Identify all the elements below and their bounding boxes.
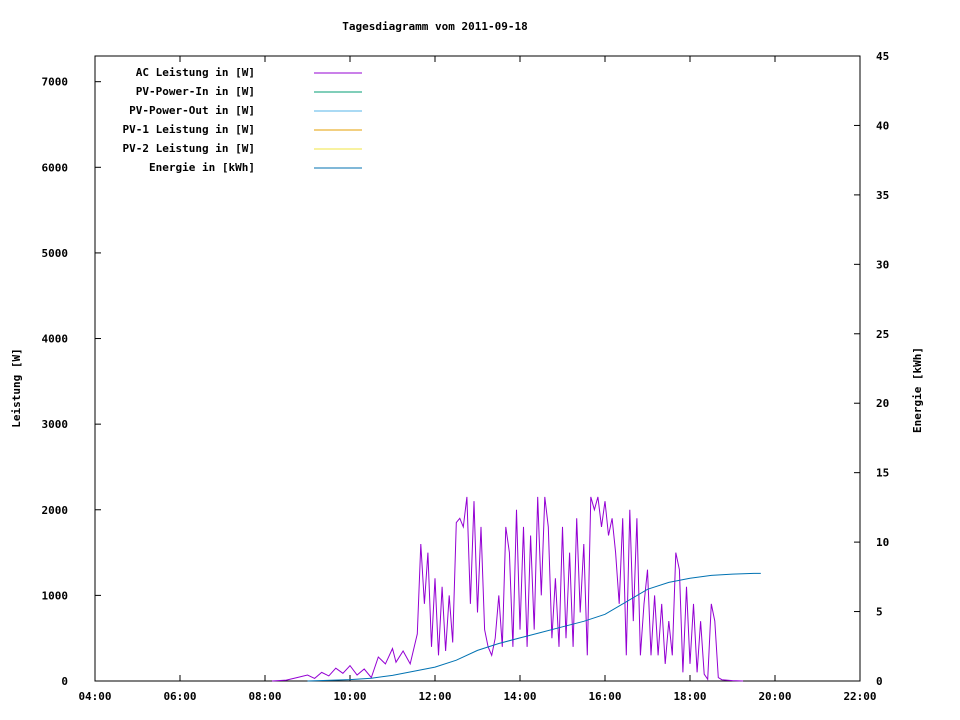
y-tick-label: 7000 [42, 76, 69, 89]
series-line-1 [307, 572, 761, 682]
x-axis-ticks: 04:00 06:00 08:00 10:00 12:00 14:00 16:00 18:00… [78, 56, 877, 703]
legend-label: PV-2 Leistung in [W] [123, 142, 255, 155]
legend-label: PV-1 Leistung in [W] [123, 123, 255, 136]
x-tick-label: 14:00 [503, 690, 536, 703]
series-line-0 [272, 496, 744, 682]
x-tick-label: 08:00 [248, 690, 281, 703]
x-tick-label: 22:00 [843, 690, 876, 703]
y2-tick-label: 20 [876, 397, 889, 410]
x-tick-label: 04:00 [78, 690, 111, 703]
y-tick-label: 4000 [42, 333, 69, 346]
plot-frame [94, 55, 861, 682]
x-tick-label: 10:00 [333, 690, 366, 703]
x-tick-label: 20:00 [758, 690, 791, 703]
y-tick-label: 3000 [42, 418, 69, 431]
x-tick-label: 06:00 [163, 690, 196, 703]
y2-tick-label: 45 [876, 50, 889, 63]
x-tick-label: 18:00 [673, 690, 706, 703]
y2-axis-ticks: 0 5 10 15 20 25 30 35 40 45 [854, 50, 889, 688]
series-layer [272, 496, 761, 682]
y2-tick-label: 25 [876, 328, 889, 341]
y2-tick-label: 35 [876, 189, 889, 202]
y-tick-label: 0 [61, 675, 68, 688]
y2-tick-label: 0 [876, 675, 883, 688]
x-tick-label: 16:00 [588, 690, 621, 703]
legend-label: Energie in [kWh] [149, 161, 255, 174]
y2-tick-label: 15 [876, 467, 889, 480]
chart-title: Tagesdiagramm vom 2011-09-18 [342, 20, 527, 33]
y-axis-ticks: 0 1000 2000 3000 4000 5000 6000 7000 [42, 76, 101, 688]
y-tick-label: 1000 [42, 589, 69, 602]
legend-label: PV-Power-Out in [W] [129, 104, 255, 117]
x-tick-label: 12:00 [418, 690, 451, 703]
legend-label: PV-Power-In in [W] [136, 85, 255, 98]
y-axis-title: Leistung [W] [10, 348, 23, 427]
y-tick-label: 5000 [42, 247, 69, 260]
legend: AC Leistung in [W] PV-Power-In in [W] PV-P… [123, 66, 362, 174]
y2-tick-label: 10 [876, 536, 889, 549]
y2-tick-label: 5 [876, 606, 883, 619]
y2-tick-label: 40 [876, 119, 889, 132]
y2-tick-label: 30 [876, 258, 889, 271]
y2-axis-title: Energie [kWh] [911, 347, 924, 433]
legend-label: AC Leistung in [W] [136, 66, 255, 79]
y-tick-label: 2000 [42, 504, 69, 517]
y-tick-label: 6000 [42, 161, 69, 174]
